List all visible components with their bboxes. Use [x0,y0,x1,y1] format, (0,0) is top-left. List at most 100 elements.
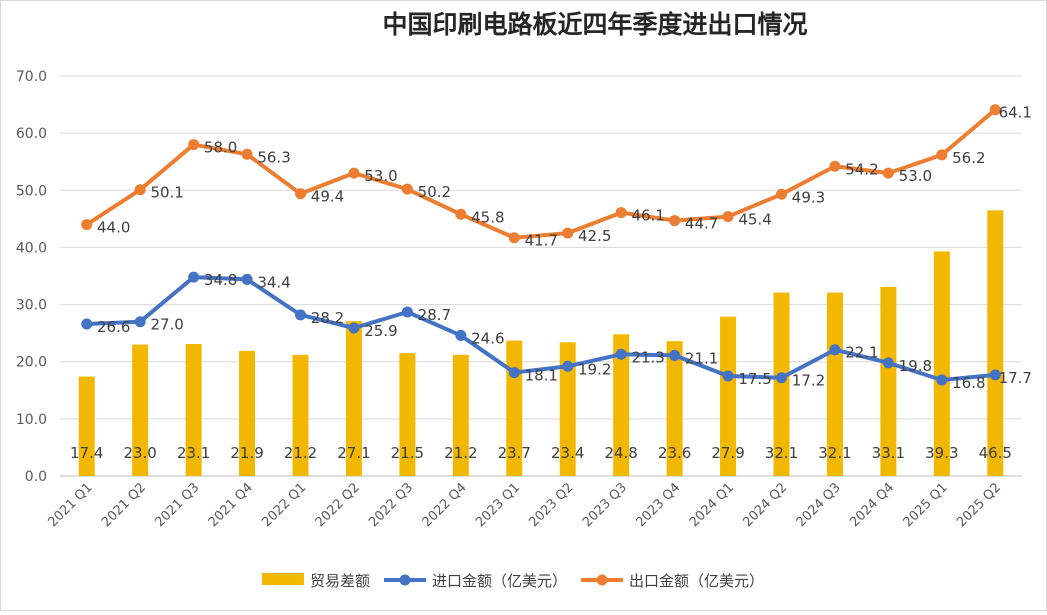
bar-data-label: 27.1 [337,444,370,462]
bar-data-label: 39.3 [925,444,958,462]
import-data-label: 18.1 [525,367,558,385]
export-data-label: 44.7 [685,215,718,233]
legend-item: 贸易差额 [262,572,370,590]
point-import [562,360,574,372]
legend-item: 出口金额（亿美元） [581,572,764,590]
point-import [348,322,360,334]
export-data-label: 54.2 [845,160,878,178]
bar-data-label: 21.5 [391,444,424,462]
point-import [401,306,413,318]
bar-trade-balance [933,251,950,476]
bar-data-label: 32.1 [765,444,798,462]
y-tick-label: 60.0 [16,126,47,142]
export-data-label: 42.5 [578,227,611,245]
bar-trade-balance [826,292,843,476]
bar-trade-balance [239,350,256,476]
point-import [936,374,948,386]
point-export [669,215,681,227]
point-import [722,370,734,382]
point-export [81,219,93,231]
y-axis-ticks: 0.0 10.0 20.0 30.0 40.0 50.0 60.0 70.0 [16,69,47,485]
import-data-label: 24.6 [471,329,504,347]
bar-data-label: 21.9 [230,444,263,462]
data-labels: 17.4 23.0 23.1 21.9 21.2 27.1 21.5 21.2 23.7 23.4… [70,104,1032,462]
bar-data-label: 46.5 [979,444,1012,462]
bar-data-label: 32.1 [818,444,851,462]
bar-trade-balance [987,210,1004,477]
import-data-label: 34.8 [204,271,237,289]
y-tick-label: 50.0 [16,183,47,199]
point-import [829,344,841,356]
bar-trade-balance [292,354,309,476]
import-data-label: 17.5 [738,370,771,388]
bar-trade-balance [613,334,630,476]
bar-trade-balance [185,344,202,476]
bar-trade-balance [78,376,95,476]
chart-title: 中国印刷电路板近四年季度进出口情况 [382,10,807,39]
bar-data-label: 21.2 [284,444,317,462]
point-import [134,316,146,328]
bar-data-label: 23.6 [658,444,691,462]
legend-item: 进口金额（亿美元） [384,572,567,590]
import-data-label: 34.4 [257,273,290,291]
legend-swatch-marker [399,574,411,586]
point-import [989,369,1001,381]
bar-trade-balance [559,342,576,476]
import-data-label: 16.8 [952,374,985,392]
bar-trade-balance [773,292,790,476]
y-tick-label: 10.0 [16,412,47,428]
bar-data-label: 23.4 [551,444,584,462]
bar-trade-balance [880,286,897,476]
export-data-label: 56.3 [257,148,290,166]
point-import [81,318,93,330]
export-data-label: 64.1 [999,104,1032,122]
export-data-label: 53.0 [364,167,397,185]
point-import [455,329,467,341]
legend-swatch-marker [596,574,608,586]
gridlines [60,75,1022,477]
export-data-label: 46.1 [631,207,664,225]
export-data-label: 45.4 [738,211,771,229]
bar-trade-balance [452,354,469,476]
point-export [615,207,627,219]
point-export [562,227,574,239]
bar-data-label: 17.4 [70,444,103,462]
point-export [722,211,734,223]
import-data-label: 28.2 [311,309,344,327]
point-export [455,208,467,220]
bar-trade-balance [132,344,149,476]
line-import [84,275,998,382]
export-data-label: 56.2 [952,149,985,167]
point-export [188,139,200,151]
export-data-label: 53.0 [899,167,932,185]
import-data-label: 25.9 [364,322,397,340]
export-data-label: 50.1 [150,184,183,202]
export-data-label: 49.4 [311,188,344,206]
point-export [936,149,948,161]
bar-data-label: 23.7 [498,444,531,462]
bar-trade-balance [720,316,737,476]
point-import [776,372,787,384]
legend-label: 贸易差额 [310,572,370,590]
import-data-label: 17.7 [999,369,1032,387]
y-tick-label: 0.0 [25,469,47,485]
legend-label: 出口金额（亿美元） [629,572,764,590]
bar-data-label: 21.2 [444,444,477,462]
point-export [134,184,146,196]
point-export [829,160,841,172]
legend: 贸易差额 进口金额（亿美元） 出口金额（亿美元） [262,572,764,590]
y-tick-label: 30.0 [16,298,47,314]
legend-label: 进口金额（亿美元） [432,572,567,590]
bar-trade-balance [345,321,362,476]
bar-data-label: 27.9 [711,444,744,462]
point-import [882,357,894,369]
point-export [401,183,413,195]
import-data-label: 19.2 [578,360,611,378]
point-import [241,273,253,285]
import-data-label: 17.2 [792,372,825,390]
export-data-label: 44.0 [97,219,130,237]
line-export [84,107,998,240]
import-data-label: 19.8 [899,357,932,375]
